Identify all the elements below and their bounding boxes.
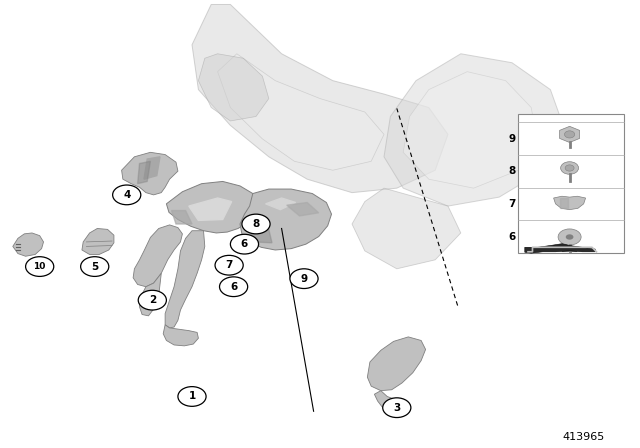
- Polygon shape: [192, 4, 448, 193]
- Polygon shape: [367, 337, 426, 391]
- Text: 413965: 413965: [563, 432, 605, 442]
- Polygon shape: [250, 228, 272, 243]
- Circle shape: [138, 290, 166, 310]
- Polygon shape: [218, 54, 384, 170]
- Text: 10: 10: [33, 262, 46, 271]
- Text: 7: 7: [508, 199, 516, 209]
- Circle shape: [26, 257, 54, 276]
- Text: 9: 9: [508, 134, 516, 144]
- Circle shape: [383, 398, 411, 418]
- Circle shape: [564, 131, 575, 138]
- Text: 9: 9: [300, 274, 308, 284]
- Polygon shape: [122, 152, 178, 195]
- Circle shape: [113, 185, 141, 205]
- Circle shape: [81, 257, 109, 276]
- Text: 3: 3: [393, 403, 401, 413]
- Polygon shape: [403, 72, 538, 188]
- Circle shape: [566, 234, 573, 240]
- Circle shape: [290, 269, 318, 289]
- Circle shape: [178, 387, 206, 406]
- Text: 7: 7: [225, 260, 233, 270]
- Polygon shape: [198, 54, 269, 121]
- Circle shape: [230, 234, 259, 254]
- Text: 5: 5: [91, 262, 99, 271]
- Polygon shape: [144, 157, 160, 179]
- Circle shape: [242, 214, 270, 234]
- Polygon shape: [240, 189, 332, 250]
- Polygon shape: [384, 54, 563, 206]
- FancyBboxPatch shape: [518, 114, 624, 253]
- Polygon shape: [163, 325, 198, 346]
- Polygon shape: [554, 196, 586, 210]
- Text: 6: 6: [230, 282, 237, 292]
- Text: 1: 1: [188, 392, 196, 401]
- Polygon shape: [559, 126, 580, 142]
- Polygon shape: [172, 211, 192, 224]
- Polygon shape: [560, 198, 568, 208]
- Text: 6: 6: [508, 232, 516, 241]
- Circle shape: [561, 162, 579, 174]
- Text: 2: 2: [148, 295, 156, 305]
- Circle shape: [220, 277, 248, 297]
- Polygon shape: [13, 233, 44, 256]
- Polygon shape: [166, 181, 259, 233]
- Polygon shape: [374, 391, 400, 411]
- Polygon shape: [138, 161, 150, 184]
- Polygon shape: [287, 202, 319, 216]
- Polygon shape: [165, 231, 205, 328]
- Polygon shape: [140, 273, 161, 316]
- Polygon shape: [352, 188, 461, 269]
- Circle shape: [215, 255, 243, 275]
- Circle shape: [558, 229, 581, 245]
- Polygon shape: [189, 198, 232, 220]
- Text: 4: 4: [123, 190, 131, 200]
- Polygon shape: [133, 225, 182, 287]
- Polygon shape: [266, 198, 296, 210]
- Polygon shape: [82, 228, 114, 254]
- Text: 8: 8: [508, 166, 516, 176]
- Circle shape: [565, 165, 574, 171]
- Polygon shape: [525, 244, 595, 253]
- Text: 6: 6: [241, 239, 248, 249]
- Text: 8: 8: [252, 219, 260, 229]
